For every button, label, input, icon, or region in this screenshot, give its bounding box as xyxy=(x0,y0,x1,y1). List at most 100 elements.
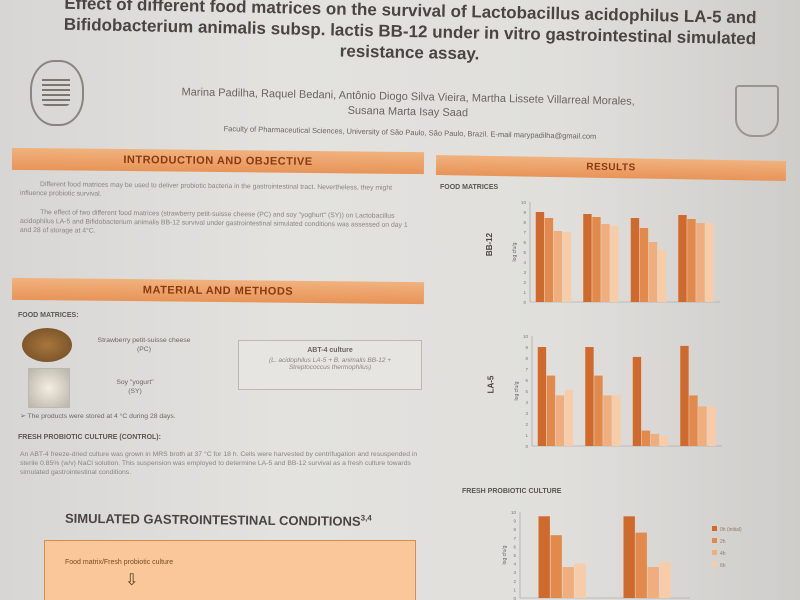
pc-label-text: Strawberry petit-suisse cheese xyxy=(97,337,191,344)
chart-bar xyxy=(632,356,642,446)
y-tick-label: 0 xyxy=(525,444,528,449)
faculty-crest-logo xyxy=(735,85,779,137)
results-header: RESULTS xyxy=(435,154,787,182)
y-tick-label: 4 xyxy=(523,260,526,265)
y-tick-label: 10 xyxy=(521,200,527,205)
y-axis-label: log cfu/g xyxy=(512,242,518,261)
chart-bar xyxy=(603,395,612,446)
chart-bar xyxy=(641,430,651,446)
y-tick-label: 10 xyxy=(523,334,529,339)
chart-bar xyxy=(659,561,671,598)
sim-superscript: 3,4 xyxy=(360,513,372,523)
abt-culture-box: ABT-4 culture (L. acidophilus LA-5 + B. … xyxy=(238,340,422,390)
legend-label: 4h xyxy=(720,551,726,557)
y-tick-label: 6 xyxy=(525,378,528,383)
legend-label: 2h xyxy=(720,539,726,545)
chart-bar xyxy=(689,395,698,446)
abt-description: (L. acidophilus LA-5 + B. animalis BB-12… xyxy=(268,357,392,371)
chart-bar xyxy=(535,212,545,302)
chart-bar xyxy=(705,223,714,302)
chart-bar xyxy=(583,214,592,302)
sy-abbr: (SY) xyxy=(128,388,142,395)
y-tick-label: 3 xyxy=(513,570,516,575)
abt-title: ABT-4 culture xyxy=(307,347,353,354)
chart-bar xyxy=(537,347,547,446)
y-tick-label: 1 xyxy=(525,433,528,438)
y-tick-label: 5 xyxy=(513,553,516,558)
chart-bar xyxy=(687,219,696,302)
y-tick-label: 7 xyxy=(523,230,526,235)
chart-bar xyxy=(635,532,647,598)
y-tick-label: 3 xyxy=(525,411,528,416)
y-axis-label: log cfu/g xyxy=(514,381,520,400)
poster-title: Effect of different food matrices on the… xyxy=(39,0,780,71)
y-tick-label: 7 xyxy=(525,367,528,372)
y-tick-label: 9 xyxy=(513,519,516,524)
chart-bar xyxy=(562,232,572,302)
food-matrices-heading: FOOD MATRICES: xyxy=(18,312,79,319)
chart-bar xyxy=(630,218,640,302)
authors: Marina Padilha, Raquel Bedani, Antônio D… xyxy=(118,84,699,126)
sy-label-text: Soy "yogurt" xyxy=(116,379,154,386)
chart-fresh: 0 1 2 3 4 5 6 7 8 9 10 log cfu/g 0h (initial) 2h 4h 6h xyxy=(502,510,742,600)
arrow-bullet-icon: ➢ xyxy=(20,413,28,420)
legend-swatch xyxy=(712,550,717,555)
chart-la5: 0 1 2 3 4 5 6 7 8 9 10 log cfu/g xyxy=(514,334,722,449)
chart-bar xyxy=(648,242,658,302)
y-tick-label: 0 xyxy=(523,300,526,305)
storage-note: ➢ The products were stored at 4 °C durin… xyxy=(20,412,320,421)
y-tick-label: 6 xyxy=(513,544,516,549)
results-fresh-culture: FRESH PROBIOTIC CULTURE xyxy=(462,488,562,495)
y-tick-label: 2 xyxy=(525,422,528,427)
chart-bar xyxy=(601,224,610,302)
y-tick-label: 8 xyxy=(513,527,516,532)
sy-label: Soy "yogurt" (SY) xyxy=(90,378,180,396)
y-tick-label: 1 xyxy=(513,587,516,592)
chart-bb12: 0 1 2 3 4 5 6 7 8 9 10 log cfu/g xyxy=(512,200,720,305)
university-seal-logo xyxy=(30,60,84,126)
petit-suisse-photo xyxy=(22,328,72,362)
y-tick-label: 7 xyxy=(513,536,516,541)
sim-box-text: Food matrix/Fresh probiotic culture xyxy=(65,559,174,566)
chart-bar xyxy=(659,436,669,446)
chart-bar xyxy=(562,567,574,598)
methods-header: MATERIAL AND METHODS xyxy=(11,277,425,305)
chart-bar xyxy=(538,516,550,598)
chart-bar xyxy=(585,347,594,446)
la5-side-label: LA-5 xyxy=(486,375,496,394)
intro-header: INTRODUCTION AND OBJECTIVE xyxy=(11,147,425,175)
fresh-culture-text: An ABT-4 freeze-dried culture was grown … xyxy=(20,451,418,476)
chart-bar xyxy=(592,217,601,302)
legend-swatch xyxy=(712,538,717,543)
fresh-culture-heading: FRESH PROBIOTIC CULTURE (CONTROL): xyxy=(18,434,161,441)
chart-bar xyxy=(553,231,563,302)
soy-yogurt-photo xyxy=(28,368,70,408)
chart-bar xyxy=(610,226,619,302)
results-food-matrices: FOOD MATRICES xyxy=(440,184,499,191)
y-tick-label: 9 xyxy=(523,210,526,215)
chart-bar xyxy=(550,535,562,598)
y-axis-label: log cfu/g xyxy=(502,545,508,564)
chart-bar xyxy=(546,375,556,446)
pc-label: Strawberry petit-suisse cheese (PC) xyxy=(84,336,204,354)
chart-bar xyxy=(707,406,716,446)
chart-bar xyxy=(680,345,689,446)
y-tick-label: 2 xyxy=(523,280,526,285)
storage-text: The products were stored at 4 °C during … xyxy=(27,413,176,420)
y-tick-label: 4 xyxy=(513,562,516,567)
chart-bar xyxy=(639,228,649,302)
y-tick-label: 4 xyxy=(525,400,528,405)
y-tick-label: 2 xyxy=(513,579,516,584)
bb12-side-label: BB-12 xyxy=(485,232,495,257)
chart-bar xyxy=(647,567,659,598)
y-tick-label: 0 xyxy=(513,596,516,600)
sim-title: SIMULATED GASTROINTESTINAL CONDITIONS xyxy=(64,510,361,529)
chart-bar xyxy=(544,218,554,302)
y-tick-label: 6 xyxy=(523,240,526,245)
legend-swatch xyxy=(712,526,717,531)
chart-bar xyxy=(574,563,586,598)
y-tick-label: 5 xyxy=(525,389,528,394)
chart-bar xyxy=(564,389,574,446)
y-tick-label: 9 xyxy=(525,345,528,350)
